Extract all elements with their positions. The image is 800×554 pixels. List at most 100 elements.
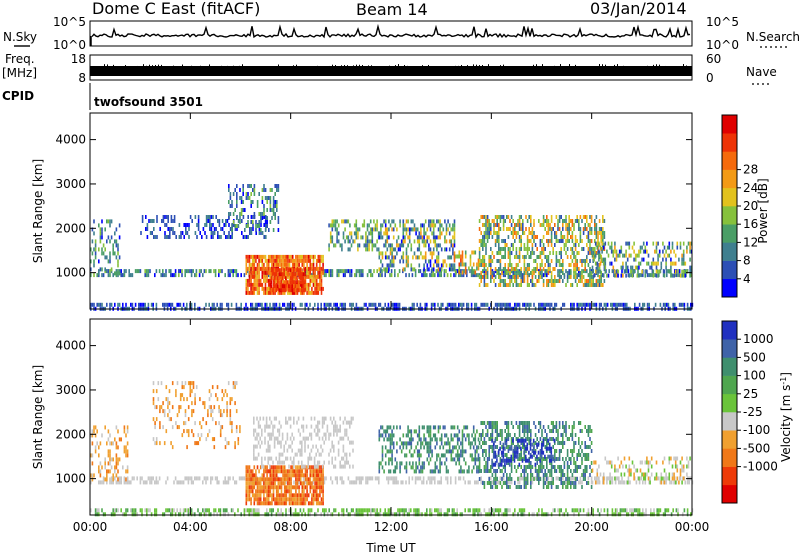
data-cell <box>665 265 667 270</box>
data-cell <box>501 215 503 219</box>
data-cell <box>336 235 338 240</box>
data-cell <box>319 493 321 498</box>
data-cell <box>499 219 502 223</box>
data-cell <box>628 273 631 278</box>
data-cell <box>295 254 297 259</box>
data-cell <box>126 425 129 430</box>
data-cell <box>546 279 548 283</box>
data-cell <box>281 452 284 457</box>
power-colorbar-label: Power [dB] <box>756 178 770 243</box>
data-cell <box>202 227 205 231</box>
data-cell <box>451 302 454 307</box>
data-cell <box>402 512 404 517</box>
data-cell <box>310 436 313 441</box>
data-cell <box>490 476 492 481</box>
data-cell <box>517 231 519 235</box>
data-cell <box>345 235 348 240</box>
data-cell <box>600 259 602 263</box>
data-cell <box>303 262 305 267</box>
data-cell <box>287 274 289 279</box>
data-cell <box>423 243 425 248</box>
data-cell <box>263 489 265 494</box>
data-cell <box>245 258 248 263</box>
data-cell <box>632 269 634 274</box>
data-cell <box>146 508 148 513</box>
freq-speck <box>344 65 345 68</box>
data-cell <box>602 227 604 231</box>
data-cell <box>248 508 250 513</box>
data-cell <box>333 302 335 307</box>
data-cell <box>299 282 302 287</box>
data-cell <box>269 282 272 287</box>
data-cell <box>323 273 326 278</box>
data-cell <box>256 436 258 441</box>
data-cell <box>570 275 572 279</box>
data-cell <box>269 286 272 291</box>
data-cell <box>380 267 382 272</box>
data-cell <box>357 227 359 232</box>
data-cell <box>117 259 119 264</box>
data-cell <box>175 421 177 426</box>
data-cell <box>557 269 559 274</box>
data-cell <box>315 262 318 267</box>
data-cell <box>517 275 519 279</box>
data-cell <box>522 279 524 283</box>
data-cell <box>666 302 668 307</box>
data-cell <box>314 497 316 502</box>
data-cell <box>293 464 295 469</box>
freq-speck <box>242 64 243 67</box>
data-cell <box>419 512 422 517</box>
data-cell <box>607 253 610 258</box>
data-cell <box>261 440 263 445</box>
data-cell <box>530 271 532 275</box>
data-cell <box>420 231 422 236</box>
data-cell <box>475 508 478 513</box>
data-cell <box>258 220 260 224</box>
data-cell <box>590 275 593 279</box>
data-cell <box>218 480 220 485</box>
data-cell <box>387 512 390 517</box>
data-cell <box>594 241 597 246</box>
data-cell <box>670 249 672 254</box>
data-cell <box>600 302 602 307</box>
data-cell <box>644 249 647 254</box>
data-cell <box>626 241 629 246</box>
data-cell <box>310 456 313 461</box>
data-cell <box>93 473 95 478</box>
data-cell <box>624 302 626 307</box>
data-cell <box>469 262 472 267</box>
data-cell <box>267 266 270 271</box>
data-cell <box>570 476 572 481</box>
data-cell <box>428 219 430 224</box>
data-cell <box>280 460 282 465</box>
data-cell <box>625 253 627 258</box>
data-cell <box>293 272 295 277</box>
data-cell <box>648 273 650 278</box>
data-cell <box>255 270 257 275</box>
data-cell <box>522 512 524 517</box>
data-cell <box>641 257 643 262</box>
data-cell <box>486 512 489 517</box>
data-cell <box>322 501 324 506</box>
data-cell <box>309 262 312 267</box>
freq-speck <box>362 65 363 68</box>
data-cell <box>93 273 95 278</box>
data-cell <box>618 253 621 258</box>
data-cell <box>557 273 559 278</box>
data-cell <box>574 271 577 275</box>
data-cell <box>273 288 276 293</box>
data-cell <box>93 302 95 307</box>
data-cell <box>682 476 684 481</box>
data-cell <box>231 231 233 235</box>
data-cell <box>99 469 102 474</box>
data-cell <box>525 247 527 251</box>
data-cell <box>269 477 272 482</box>
data-cell <box>114 512 116 517</box>
data-cell <box>236 192 238 196</box>
data-cell <box>454 480 457 485</box>
data-cell <box>384 255 387 260</box>
data-cell <box>438 508 441 513</box>
data-cell <box>617 273 619 278</box>
data-cell <box>333 219 335 224</box>
data-cell <box>266 477 268 482</box>
